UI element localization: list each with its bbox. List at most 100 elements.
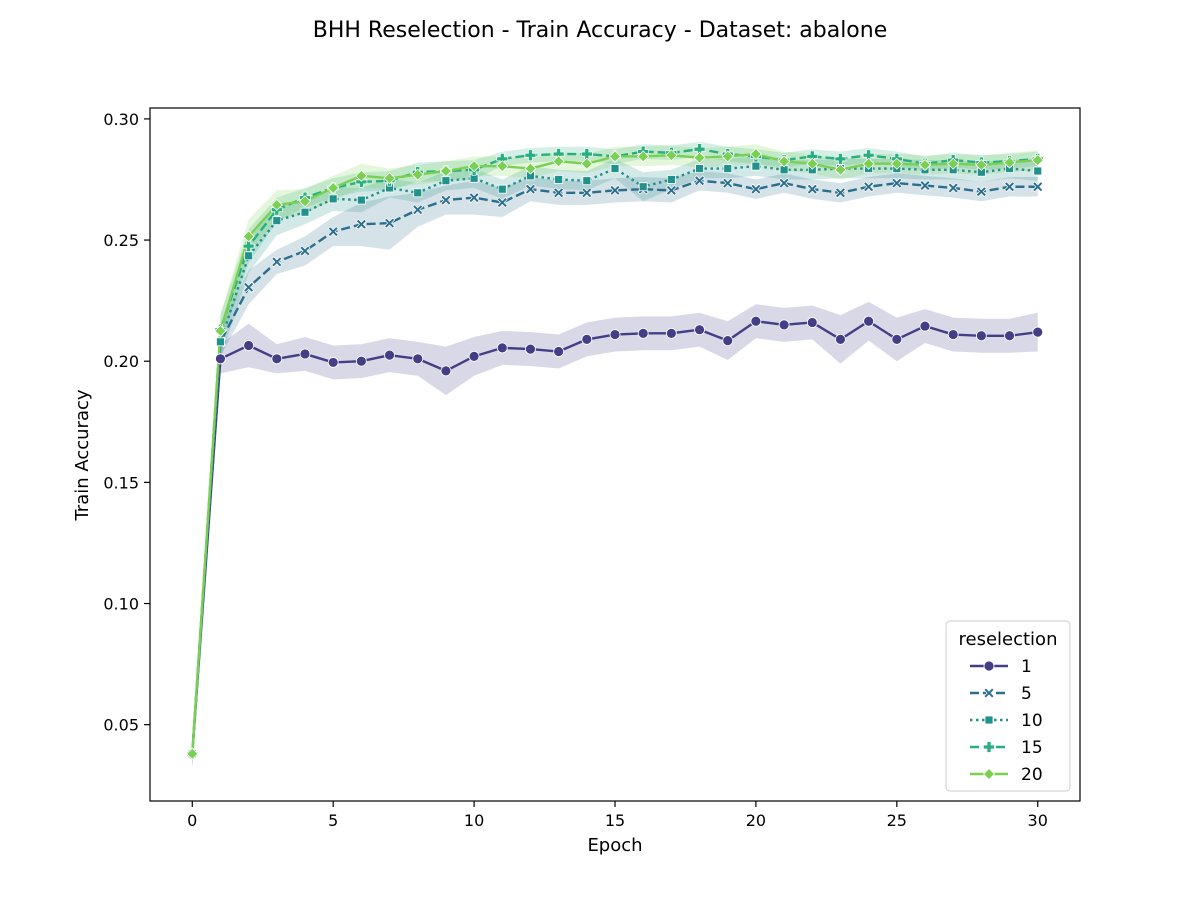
data-point-1: [412, 353, 424, 365]
data-point-20: [890, 157, 903, 170]
data-point-1: [525, 343, 536, 355]
data-point-5: [1032, 181, 1044, 193]
data-point-10: [582, 176, 592, 186]
chart-title: BHH Reselection - Train Accuracy - Datas…: [313, 18, 888, 43]
data-point-10: [441, 176, 451, 186]
data-point-10: [1033, 166, 1043, 176]
data-point-10: [300, 207, 310, 217]
data-point-1: [1004, 330, 1015, 342]
legend-item-1: 1: [970, 657, 1032, 677]
data-point-5: [524, 183, 536, 195]
data-point-20: [608, 150, 622, 163]
data-point-10: [356, 195, 366, 205]
data-point-20: [693, 151, 706, 164]
data-point-20: [552, 155, 565, 168]
data-point-10: [666, 175, 676, 184]
data-point-10: [272, 216, 282, 226]
data-point-1: [299, 348, 311, 360]
data-point-5: [327, 226, 339, 238]
legend-item-5: 5: [970, 684, 1032, 704]
data-point-1: [1032, 326, 1044, 338]
data-point-1: [919, 320, 931, 332]
data-point-1: [722, 335, 734, 347]
legend-item-20: 20: [970, 765, 1043, 785]
data-point-20: [298, 195, 312, 208]
data-point-5: [553, 187, 565, 199]
series-line-1: [191, 320, 1038, 754]
data-point-10: [497, 184, 507, 194]
series-markers: [186, 143, 1044, 760]
data-point-20: [778, 155, 791, 168]
data-point-1: [468, 350, 480, 362]
data-point-1: [496, 342, 508, 354]
data-point-10: [328, 194, 338, 204]
y-tick-label: 0.20: [103, 352, 139, 371]
data-point-20: [496, 160, 509, 173]
data-point-5: [947, 182, 959, 194]
data-point-1: [778, 319, 790, 331]
data-point-20: [1003, 156, 1016, 169]
confidence-band-1: [192, 301, 1038, 769]
data-point-5: [722, 177, 734, 189]
data-point-20: [214, 324, 227, 337]
y-axis-label: Train Accuracy: [72, 389, 93, 521]
data-point-1: [835, 334, 846, 345]
data-point-20: [439, 164, 452, 178]
data-point-20: [327, 181, 340, 195]
data-point-5: [581, 187, 593, 199]
x-tick-label: 30: [1028, 811, 1048, 830]
data-point-1: [553, 346, 565, 357]
y-tick-label: 0.30: [103, 110, 139, 129]
x-tick-label: 10: [464, 811, 484, 830]
data-point-1: [215, 353, 226, 365]
x-axis: 0 5 10 15 20 25 30: [187, 801, 1048, 830]
data-point-1: [355, 355, 367, 367]
data-point-20: [975, 158, 988, 172]
data-point-5: [806, 183, 818, 195]
x-tick-label: 5: [328, 811, 338, 830]
data-point-20: [355, 169, 368, 182]
legend-label: 1: [1021, 657, 1032, 677]
data-point-1: [440, 365, 452, 377]
data-point-20: [468, 160, 481, 173]
data-point-5: [271, 256, 283, 268]
y-tick-label: 0.25: [103, 231, 139, 250]
data-point-20: [270, 198, 283, 211]
data-point-5: [665, 184, 677, 196]
data-point-1: [891, 334, 903, 345]
data-point-1: [975, 330, 987, 342]
data-point-5: [919, 180, 931, 192]
data-point-15: [834, 153, 847, 165]
data-point-20: [242, 230, 255, 243]
data-point-5: [355, 218, 367, 230]
legend-title: reselection: [959, 629, 1058, 650]
legend-label: 5: [1021, 684, 1032, 704]
legend-swatch-marker: [983, 660, 995, 672]
data-point-5: [468, 192, 480, 204]
data-point-5: [694, 175, 706, 187]
data-point-1: [947, 329, 959, 340]
legend-swatch-marker: [983, 741, 995, 753]
data-point-1: [271, 353, 283, 365]
data-point-5: [1004, 181, 1016, 193]
data-point-20: [665, 149, 678, 162]
data-point-5: [384, 217, 396, 229]
data-point-20: [383, 172, 396, 185]
confidence-bands: [192, 141, 1038, 769]
plot-area: [149, 107, 1081, 802]
data-point-1: [384, 349, 395, 361]
x-tick-label: 20: [746, 811, 766, 830]
data-point-10: [695, 164, 704, 173]
data-point-10: [751, 161, 761, 171]
data-point-20: [580, 157, 593, 170]
y-tick-label: 0.15: [103, 473, 139, 492]
data-point-20: [721, 150, 734, 163]
data-point-20: [918, 158, 932, 172]
data-point-1: [637, 327, 649, 339]
legend-swatch-marker: [984, 715, 994, 725]
legend-label: 20: [1021, 765, 1043, 785]
legend-label: 10: [1021, 711, 1043, 731]
y-tick-label: 0.05: [103, 716, 139, 735]
